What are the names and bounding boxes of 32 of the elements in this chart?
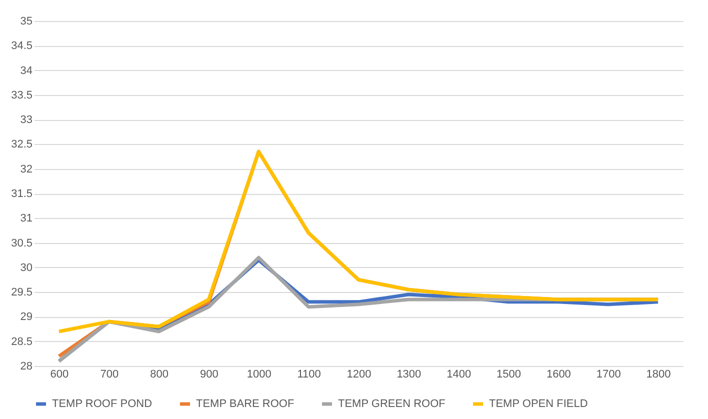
legend-label: TEMP OPEN FIELD <box>489 398 588 410</box>
y-tick-label: 32.5 <box>11 138 32 151</box>
x-tick-label: 1600 <box>546 368 571 380</box>
y-tick-label: 33 <box>20 114 32 126</box>
x-tick-label: 1500 <box>496 368 522 380</box>
y-tick-label: 28 <box>20 360 32 372</box>
y-tick-label: 30.5 <box>11 237 32 250</box>
y-tick-label: 29 <box>20 311 32 324</box>
y-tick-label: 33.5 <box>11 89 32 102</box>
y-tick-label: 35 <box>20 16 32 28</box>
x-tick-label: 700 <box>100 368 119 380</box>
legend-label: TEMP BARE ROOF <box>196 398 294 410</box>
x-tick-label: 1400 <box>446 368 472 380</box>
x-tick-label: 1800 <box>646 368 671 380</box>
x-tick-label: 800 <box>150 368 168 380</box>
x-tick-label: 1100 <box>297 368 321 380</box>
y-tick-label: 32 <box>20 163 32 176</box>
y-tick-label: 29.5 <box>11 286 32 299</box>
y-tick-label: 31 <box>20 212 32 225</box>
y-tick-label: 34 <box>20 64 32 77</box>
x-tick-label: 1000 <box>246 368 272 380</box>
x-tick-label: 600 <box>50 368 69 380</box>
y-tick-label: 31.5 <box>11 188 32 200</box>
legend-label: TEMP GREEN ROOF <box>338 398 446 410</box>
y-tick-label: 28.5 <box>11 336 32 348</box>
y-tick-label: 34.5 <box>11 40 32 52</box>
x-tick-label: 900 <box>200 368 218 380</box>
x-tick-label: 1700 <box>596 368 621 380</box>
y-tick-label: 30 <box>20 262 32 274</box>
x-tick-label: 1300 <box>396 368 422 380</box>
x-tick-label: 1200 <box>346 368 372 380</box>
legend-label: TEMP ROOF POND <box>52 398 152 410</box>
